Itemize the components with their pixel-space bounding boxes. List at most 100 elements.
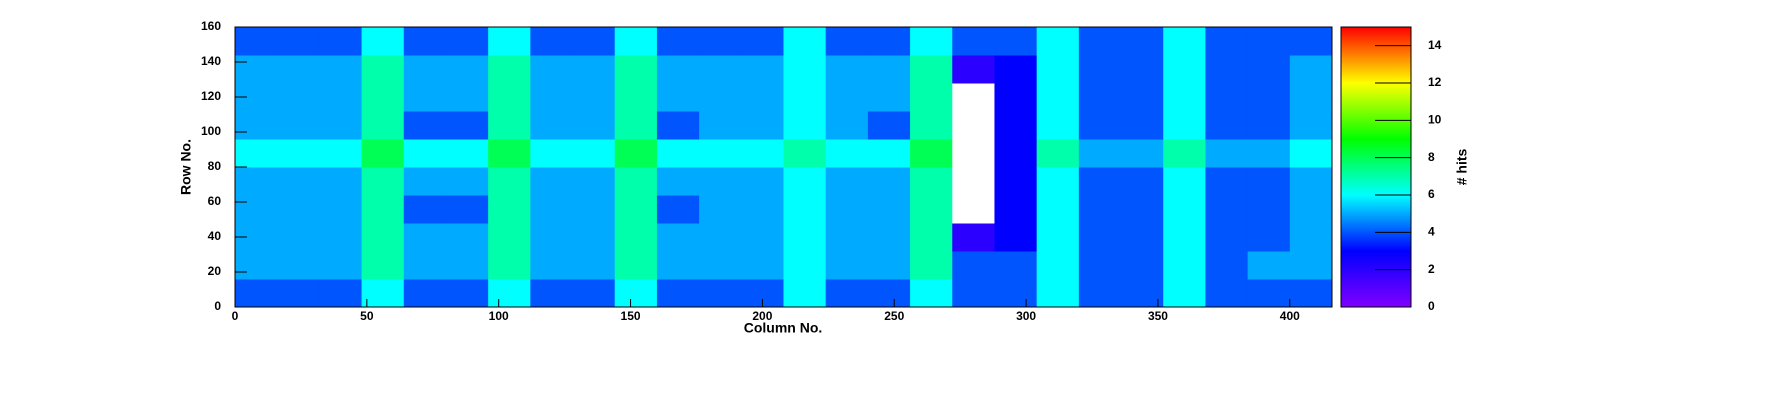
cell (699, 111, 742, 140)
cell (656, 279, 700, 308)
cell (910, 167, 953, 196)
cell (403, 279, 447, 308)
x-tick-label: 250 (884, 309, 904, 323)
cell (741, 223, 784, 252)
cell (1036, 139, 1080, 168)
cell (741, 27, 784, 56)
x-tick-label: 350 (1148, 309, 1168, 323)
cell (530, 251, 574, 280)
y-tick-label: 0 (214, 299, 221, 313)
cell (1289, 27, 1333, 56)
cell (530, 27, 574, 56)
cell (1036, 279, 1080, 308)
cell (1163, 139, 1206, 168)
cell (319, 279, 363, 308)
cell (361, 55, 405, 84)
cell (403, 27, 447, 56)
cell (1289, 223, 1333, 252)
cell (319, 251, 363, 280)
cell (403, 83, 447, 112)
cell (910, 55, 953, 84)
cell (277, 111, 320, 140)
cell (825, 223, 869, 252)
cell (1036, 195, 1080, 224)
cell (445, 251, 489, 280)
cell (1205, 167, 1249, 196)
cell (783, 83, 827, 112)
cell (614, 83, 658, 112)
x-tick-label: 150 (621, 309, 641, 323)
cell (572, 279, 616, 308)
cell (277, 55, 320, 84)
cell (319, 27, 363, 56)
cell (235, 195, 278, 224)
y-tick-label: 100 (201, 124, 221, 138)
cell (1121, 55, 1164, 84)
cell (1205, 27, 1249, 56)
cell (656, 195, 700, 224)
cell (1078, 27, 1122, 56)
cell (994, 167, 1038, 196)
y-tick-label: 20 (208, 264, 222, 278)
cell (403, 55, 447, 84)
cell (741, 111, 784, 140)
cell (1163, 111, 1206, 140)
cell (741, 83, 784, 112)
y-axis-title: Row No. (178, 139, 194, 195)
cell (783, 195, 827, 224)
x-axis-title: Column No. (744, 320, 823, 336)
cell (994, 223, 1038, 252)
cell (994, 139, 1038, 168)
cell (1078, 111, 1122, 140)
cell (783, 27, 827, 56)
cell (235, 27, 278, 56)
z-tick-label: 0 (1428, 299, 1435, 313)
cell (952, 251, 995, 280)
cell (1036, 167, 1080, 196)
cell (952, 167, 995, 196)
cell (445, 27, 489, 56)
cell (1078, 223, 1122, 252)
cell (699, 223, 742, 252)
cell (1078, 167, 1122, 196)
cell (910, 223, 953, 252)
cell (1247, 111, 1291, 140)
cell (1078, 279, 1122, 308)
cell (783, 279, 827, 308)
cell (994, 251, 1038, 280)
cell (1205, 111, 1249, 140)
cell (614, 27, 658, 56)
cell (530, 55, 574, 84)
cell (867, 111, 911, 140)
cell (1289, 139, 1333, 168)
cell (1163, 55, 1206, 84)
cell (614, 279, 658, 308)
cell (235, 111, 278, 140)
cell (1289, 195, 1333, 224)
z-axis-title: # hits (1454, 149, 1470, 186)
cell (277, 27, 320, 56)
cell (319, 111, 363, 140)
cell (445, 279, 489, 308)
cell (1163, 167, 1206, 196)
cell (488, 139, 531, 168)
cell (319, 195, 363, 224)
cell (361, 111, 405, 140)
cell (910, 251, 953, 280)
cell (488, 167, 531, 196)
cell (445, 55, 489, 84)
cell (488, 27, 531, 56)
cell (656, 27, 700, 56)
cell (572, 55, 616, 84)
cell (1247, 251, 1291, 280)
cell (1163, 279, 1206, 308)
cell (867, 83, 911, 112)
cell (867, 27, 911, 56)
cell (277, 139, 320, 168)
cell (867, 279, 911, 308)
cell (1163, 83, 1206, 112)
cell (656, 223, 700, 252)
cell (783, 223, 827, 252)
color-bar (1340, 26, 1412, 308)
